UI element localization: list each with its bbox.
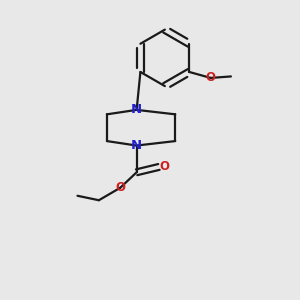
- Text: O: O: [159, 160, 169, 173]
- Text: N: N: [131, 103, 142, 116]
- Text: O: O: [115, 181, 125, 194]
- Text: O: O: [206, 71, 216, 84]
- Text: N: N: [131, 139, 142, 152]
